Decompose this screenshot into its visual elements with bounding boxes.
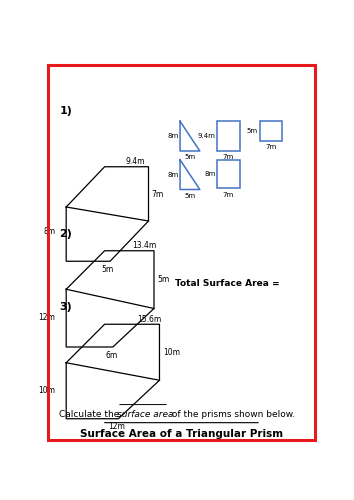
Text: 15.6m: 15.6m (137, 314, 162, 324)
Text: 8m: 8m (43, 227, 55, 236)
Text: 5m: 5m (157, 276, 170, 284)
Text: 12m: 12m (38, 313, 55, 322)
Text: 3): 3) (59, 302, 72, 312)
Text: 9.4m: 9.4m (125, 157, 145, 166)
Text: surface area: surface area (117, 410, 173, 420)
Text: 13.4m: 13.4m (132, 241, 156, 250)
Bar (217, 121, 240, 151)
Text: of the prisms shown below.: of the prisms shown below. (169, 410, 295, 420)
Text: 5m: 5m (101, 265, 114, 274)
Bar (259, 121, 282, 141)
Text: 5m: 5m (247, 128, 258, 134)
Text: Calculate the: Calculate the (59, 410, 122, 420)
Text: 7m: 7m (265, 144, 276, 150)
Text: 5m: 5m (184, 154, 195, 160)
Bar (217, 160, 240, 188)
Text: 8m: 8m (204, 171, 216, 177)
Text: 5m: 5m (184, 192, 195, 198)
Text: 10m: 10m (38, 386, 55, 395)
Text: 2): 2) (59, 229, 72, 239)
Text: 8m: 8m (167, 172, 178, 177)
Text: 6m: 6m (105, 350, 118, 360)
Text: 1): 1) (59, 106, 72, 116)
Text: 7m: 7m (223, 154, 234, 160)
Text: 7m: 7m (152, 190, 164, 199)
Text: 9.4m: 9.4m (198, 133, 216, 139)
Text: 10m: 10m (163, 348, 180, 357)
Text: 7m: 7m (223, 192, 234, 198)
Text: Total Surface Area =: Total Surface Area = (175, 280, 279, 288)
Text: 12m: 12m (109, 422, 125, 432)
Text: Surface Area of a Triangular Prism: Surface Area of a Triangular Prism (80, 429, 283, 439)
Text: 8m: 8m (167, 133, 178, 139)
